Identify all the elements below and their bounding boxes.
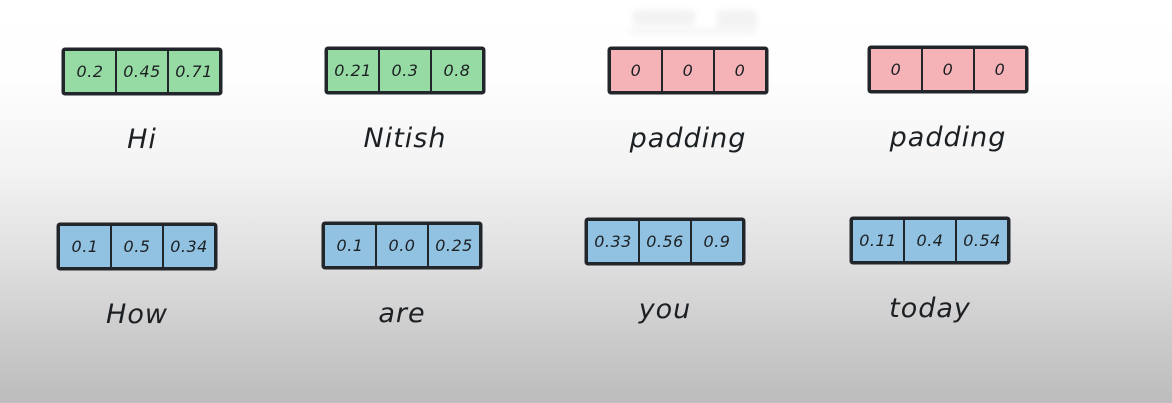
vector-cell-value: 0.54	[957, 220, 1007, 261]
word-vector-block-hi: 0.2 0.45 0.71 Hi	[62, 48, 222, 155]
word-label: today	[889, 293, 971, 324]
vector-cell-value: 0	[871, 49, 923, 90]
cropped-text-artifact	[630, 29, 756, 34]
vector-cell-value: 0.9	[692, 221, 742, 262]
vector-box: 0.33 0.56 0.9	[585, 218, 745, 265]
vector-cell-value: 0	[715, 50, 765, 91]
word-label: Nitish	[363, 123, 447, 154]
vector-box: 0 0 0	[868, 46, 1028, 93]
vector-box: 0.2 0.45 0.71	[62, 48, 222, 95]
vector-box: 0.1 0.5 0.34	[57, 223, 217, 270]
vector-cell-value: 0.25	[429, 225, 479, 266]
vector-cell-value: 0.3	[380, 50, 432, 91]
word-label: you	[638, 294, 692, 325]
vector-cell-value: 0.11	[853, 220, 905, 261]
vector-cell-value: 0.71	[169, 51, 219, 92]
vector-cell-value: 0.8	[432, 50, 482, 91]
word-vector-block-nitish: 0.21 0.3 0.8 Nitish	[325, 47, 485, 154]
vector-box: 0.21 0.3 0.8	[325, 47, 485, 94]
vector-cell-value: 0.4	[905, 220, 957, 261]
vector-cell-value: 0	[663, 50, 715, 91]
word-vector-block-how: 0.1 0.5 0.34 How	[57, 223, 217, 330]
vector-cell-value: 0.34	[164, 226, 214, 267]
vector-cell-value: 0.5	[112, 226, 164, 267]
padding-vector-block-1: 0 0 0 padding	[608, 47, 768, 154]
word-vector-block-you: 0.33 0.56 0.9 you	[585, 218, 745, 325]
vector-box: 0 0 0	[608, 47, 768, 94]
vector-cell-value: 0	[975, 49, 1025, 90]
word-label: padding	[629, 123, 747, 154]
cropped-text-artifact	[717, 10, 757, 28]
vector-cell-value: 0.33	[588, 221, 640, 262]
word-vector-block-today: 0.11 0.4 0.54 today	[850, 217, 1010, 324]
word-label: padding	[889, 122, 1007, 153]
word-label: Hi	[127, 124, 157, 155]
vector-cell-value: 0.56	[640, 221, 692, 262]
vector-box: 0.11 0.4 0.54	[850, 217, 1010, 264]
vector-cell-value: 0.2	[65, 51, 117, 92]
vector-cell-value: 0	[611, 50, 663, 91]
word-label: How	[106, 299, 168, 330]
word-vector-block-are: 0.1 0.0 0.25 are	[322, 222, 482, 329]
vector-box: 0.1 0.0 0.25	[322, 222, 482, 269]
vector-cell-value: 0.1	[325, 225, 377, 266]
word-label: are	[378, 298, 426, 329]
vector-cell-value: 0.21	[328, 50, 380, 91]
cropped-text-artifact	[633, 10, 695, 26]
vector-cell-value: 0	[923, 49, 975, 90]
padding-vector-block-2: 0 0 0 padding	[868, 46, 1028, 153]
vector-cell-value: 0.1	[60, 226, 112, 267]
vector-cell-value: 0.0	[377, 225, 429, 266]
vector-cell-value: 0.45	[117, 51, 169, 92]
